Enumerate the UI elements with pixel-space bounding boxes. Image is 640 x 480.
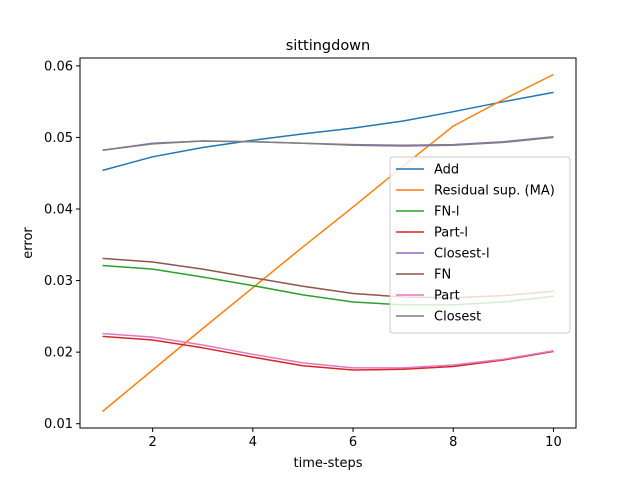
series-line-part: [102, 332, 554, 369]
y-tick-label: 0.03: [44, 274, 73, 289]
y-tick-label: 0.05: [44, 131, 73, 146]
y-tick-label: 0.02: [44, 346, 73, 361]
series-line-add: [102, 91, 554, 172]
y-tick-label: 0.06: [44, 59, 73, 74]
y-tick-label: 0.04: [44, 203, 73, 218]
series-layer: [102, 73, 554, 413]
x-tick-label: 6: [349, 435, 357, 450]
legend-label: FN: [434, 268, 451, 283]
legend-label: Residual sup. (MA): [434, 184, 555, 199]
legend-label: Add: [434, 163, 459, 178]
x-tick-label: 2: [149, 435, 157, 450]
legend-label: Part: [434, 289, 460, 304]
plot-frame: [79, 57, 577, 429]
legend-label: Part-l: [434, 226, 468, 241]
y-tick-label: 0.01: [44, 417, 73, 432]
chart-title: sittingdown: [286, 38, 371, 54]
series-line-residual-sup-ma: [102, 73, 554, 413]
legend-label: Closest-l: [434, 247, 490, 262]
series-line-closest: [102, 136, 554, 152]
x-tick-label: 10: [545, 435, 562, 450]
x-tick-label: 8: [449, 435, 457, 450]
y-axis: 0.01 0.02 0.03 0.04 0.05 0.06: [44, 59, 80, 432]
legend-box: [389, 156, 571, 334]
x-tick-label: 4: [249, 435, 257, 450]
legend: Add Residual sup. (MA) FN-l Part-l Closest-l…: [389, 156, 571, 334]
x-axis-label: time-steps: [294, 456, 363, 471]
series-line-part-l: [102, 335, 554, 371]
x-axis: 2 4 6 8 10: [149, 428, 562, 450]
y-axis-label: error: [21, 227, 36, 259]
legend-label: Closest: [434, 310, 481, 325]
legend-label: FN-l: [434, 205, 460, 220]
